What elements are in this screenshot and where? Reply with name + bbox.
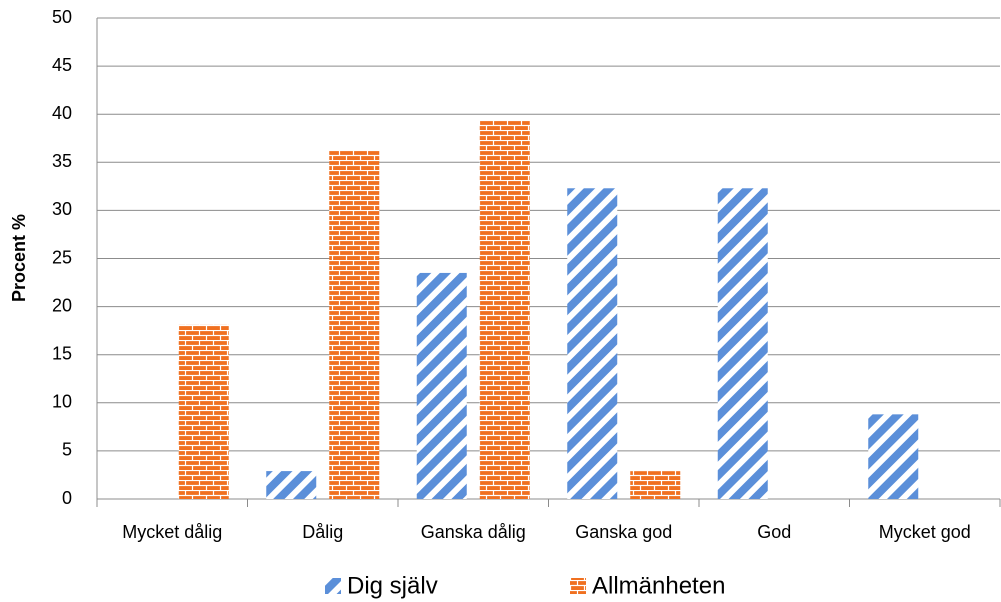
x-tick-label: Ganska dålig bbox=[421, 522, 526, 542]
x-tick-label: Ganska god bbox=[575, 522, 672, 542]
y-tick-label: 25 bbox=[52, 247, 72, 267]
x-tick-label: Dålig bbox=[302, 522, 343, 542]
y-tick-label: 15 bbox=[52, 343, 72, 363]
y-tick-label: 10 bbox=[52, 392, 72, 412]
y-tick-label: 5 bbox=[62, 440, 72, 460]
bar bbox=[178, 324, 229, 499]
bar bbox=[717, 188, 768, 500]
bar bbox=[567, 188, 618, 500]
bar bbox=[630, 471, 681, 499]
y-tick-label: 35 bbox=[52, 151, 72, 171]
x-tick-label: Mycket god bbox=[879, 522, 971, 542]
bar bbox=[266, 471, 317, 499]
bar bbox=[868, 414, 919, 499]
legend-swatch bbox=[325, 578, 341, 594]
x-tick-label: God bbox=[757, 522, 791, 542]
x-tick-label: Mycket dålig bbox=[122, 522, 222, 542]
y-tick-label: 50 bbox=[52, 7, 72, 27]
legend-swatch bbox=[570, 578, 586, 594]
legend-label: Allmänheten bbox=[592, 572, 725, 599]
bar bbox=[329, 150, 380, 500]
y-tick-label: 20 bbox=[52, 295, 72, 315]
bar bbox=[416, 272, 467, 499]
y-tick-label: 0 bbox=[62, 488, 72, 508]
y-tick-label: 40 bbox=[52, 103, 72, 123]
bar bbox=[479, 120, 530, 500]
y-tick-label: 30 bbox=[52, 199, 72, 219]
legend-label: Dig själv bbox=[347, 572, 438, 599]
y-axis-label: Procent % bbox=[9, 214, 29, 302]
y-tick-label: 45 bbox=[52, 55, 72, 75]
